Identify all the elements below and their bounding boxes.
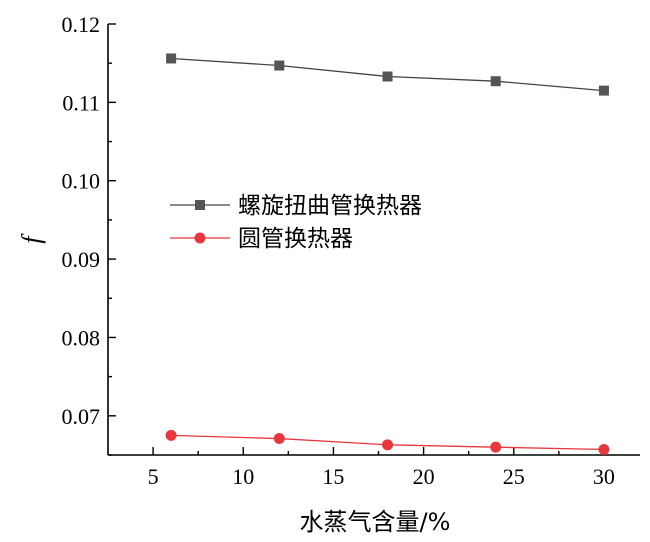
x-tick-label: 15 [322,464,344,489]
y-tick-label: 0.10 [62,169,101,194]
y-tick-label: 0.07 [62,404,101,429]
x-axis-ticks: 5 10 15 20 25 30 [148,447,615,489]
x-tick-label: 5 [148,464,159,489]
x-axis-title: 水蒸气含量/% [300,508,451,536]
data-point [490,76,501,87]
data-point [166,53,177,64]
data-point [598,444,610,456]
data-point [274,60,285,71]
legend-marker [195,200,205,210]
data-point [165,429,177,441]
legend-marker [194,232,206,244]
data-point [382,439,394,451]
axes [107,24,640,456]
series-2 [165,429,610,456]
data-point [490,441,502,453]
series-layer [165,53,610,456]
x-tick-label: 20 [413,464,435,489]
legend-label: 螺旋扭曲管换热器 [238,193,422,219]
series-1 [166,53,609,96]
data-point [598,85,609,96]
data-point [273,433,285,445]
y-axis-title: f [17,233,46,244]
y-tick-label: 0.12 [62,12,101,37]
y-tick-label: 0.11 [62,90,100,115]
legend-entry: 螺旋扭曲管换热器 [170,193,422,219]
legend-label: 圆管换热器 [238,226,353,252]
x-tick-label: 10 [232,464,254,489]
x-tick-label: 30 [593,464,615,489]
y-tick-label: 0.08 [62,325,101,350]
legend-entry: 圆管换热器 [170,226,353,252]
y-axis-ticks: 0.07 0.08 0.09 0.10 0.11 0.12 [62,12,116,456]
data-point [382,71,393,82]
x-tick-label: 25 [503,464,525,489]
y-tick-label: 0.09 [62,247,101,272]
